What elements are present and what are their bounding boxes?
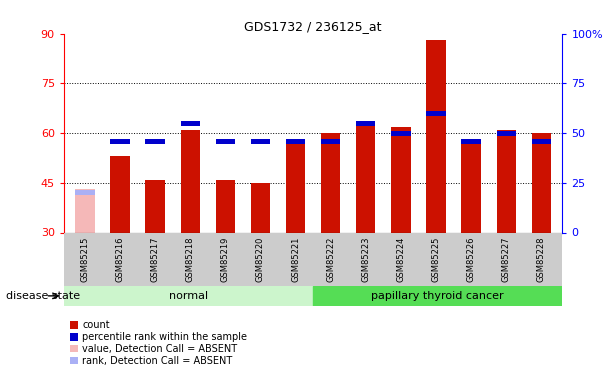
Text: GSM85224: GSM85224: [396, 237, 406, 282]
Bar: [321, 133, 340, 232]
Text: GSM85228: GSM85228: [537, 237, 546, 282]
Bar: [145, 180, 165, 232]
Bar: [75, 189, 95, 232]
Bar: [321, 139, 340, 144]
Bar: [531, 139, 551, 144]
Text: GSM85225: GSM85225: [432, 237, 441, 282]
Text: GSM85222: GSM85222: [326, 237, 335, 282]
Bar: [356, 123, 375, 232]
Bar: [111, 139, 130, 144]
Bar: [181, 121, 200, 126]
Text: GSM85216: GSM85216: [116, 237, 125, 282]
Bar: [111, 156, 130, 232]
Bar: [181, 130, 200, 232]
Bar: [313, 286, 562, 306]
Text: disease state: disease state: [6, 291, 80, 301]
Bar: [531, 133, 551, 232]
Bar: [497, 130, 516, 232]
Legend: count, percentile rank within the sample, value, Detection Call = ABSENT, rank, : count, percentile rank within the sample…: [66, 316, 251, 370]
Bar: [216, 180, 235, 232]
Text: GSM85221: GSM85221: [291, 237, 300, 282]
Bar: [356, 121, 375, 126]
Bar: [250, 139, 270, 144]
Bar: [391, 130, 410, 136]
Text: GSM85226: GSM85226: [466, 237, 475, 282]
Text: GSM85223: GSM85223: [361, 237, 370, 282]
Bar: [426, 111, 446, 116]
Text: GSM85227: GSM85227: [502, 237, 511, 282]
Text: GSM85219: GSM85219: [221, 237, 230, 282]
Text: GSM85218: GSM85218: [185, 237, 195, 282]
Bar: [391, 126, 410, 232]
Bar: [64, 286, 313, 306]
Title: GDS1732 / 236125_at: GDS1732 / 236125_at: [244, 20, 382, 33]
Text: papillary thyroid cancer: papillary thyroid cancer: [371, 291, 504, 301]
Text: GSM85217: GSM85217: [151, 237, 160, 282]
Bar: [426, 40, 446, 232]
Bar: [461, 143, 481, 232]
Bar: [216, 139, 235, 144]
Bar: [250, 183, 270, 232]
Text: GSM85220: GSM85220: [256, 237, 265, 282]
Bar: [461, 139, 481, 144]
Bar: [286, 139, 305, 144]
Text: GSM85215: GSM85215: [80, 237, 89, 282]
Bar: [497, 130, 516, 136]
Text: normal: normal: [169, 291, 208, 301]
Bar: [286, 140, 305, 232]
Bar: [75, 190, 95, 195]
Bar: [145, 139, 165, 144]
